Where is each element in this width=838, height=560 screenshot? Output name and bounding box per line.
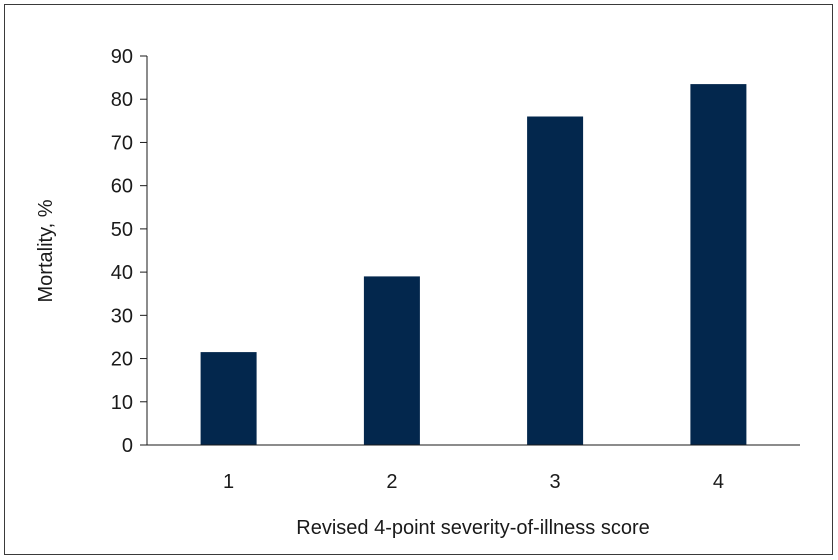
y-tick-label: 90 bbox=[111, 46, 133, 68]
y-tick-label: 10 bbox=[111, 392, 133, 414]
x-tick-label: 2 bbox=[386, 471, 397, 493]
y-tick-label: 20 bbox=[111, 349, 133, 371]
y-tick-label: 80 bbox=[111, 89, 133, 111]
bar-2 bbox=[364, 276, 420, 445]
y-tick-label: 50 bbox=[111, 219, 133, 241]
y-axis-title: Mortality, % bbox=[35, 199, 57, 302]
x-tick-label: 3 bbox=[550, 471, 561, 493]
bar-1 bbox=[201, 352, 257, 445]
x-tick-label: 4 bbox=[713, 471, 724, 493]
bar-4 bbox=[690, 84, 746, 445]
bar-3 bbox=[527, 117, 583, 446]
y-tick-label: 70 bbox=[111, 132, 133, 154]
y-tick-label: 40 bbox=[111, 262, 133, 284]
y-tick-label: 0 bbox=[122, 435, 133, 457]
y-tick-label: 60 bbox=[111, 176, 133, 198]
x-tick-label: 1 bbox=[223, 471, 234, 493]
bars-layer bbox=[201, 84, 747, 445]
y-tick-label: 30 bbox=[111, 305, 133, 327]
x-axis-title: Revised 4-point severity-of-illness scor… bbox=[296, 517, 649, 539]
